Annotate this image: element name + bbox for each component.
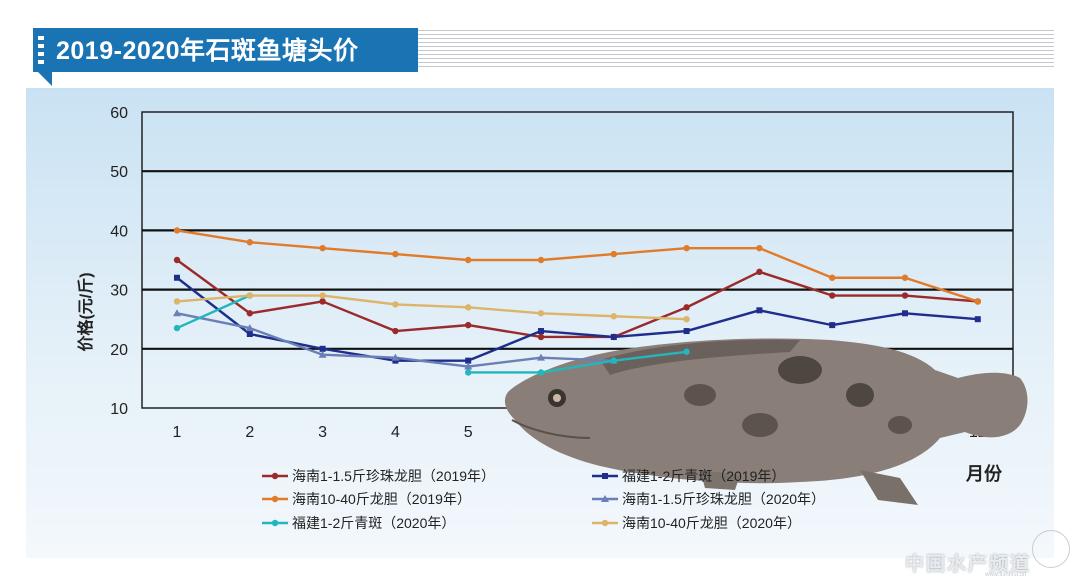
y-tick-label: 10 <box>110 401 128 418</box>
data-point-s1 <box>756 268 763 276</box>
data-point-s2 <box>829 322 836 329</box>
title-banner: 2019-2020年石斑鱼塘头价 <box>0 0 1080 90</box>
data-point-s1 <box>829 292 836 299</box>
data-point-s4 <box>464 362 473 370</box>
data-point-s6 <box>683 316 690 323</box>
legend: 海南1-1.5斤珍珠龙胆（2019年） 福建1-2斤青斑（2019年） 海南10-4… <box>262 468 825 531</box>
grouper-fish-illustration <box>504 338 1028 505</box>
data-point-s5 <box>173 324 181 332</box>
x-tick-label: 2 <box>245 424 254 441</box>
data-point-s1 <box>465 321 472 329</box>
y-tick-label: 40 <box>110 223 128 240</box>
globe-icon <box>1032 530 1070 568</box>
x-tick-label: 5 <box>464 424 473 441</box>
data-point-s3 <box>610 250 617 258</box>
series-line-5 <box>176 294 251 330</box>
data-point-s6 <box>392 301 399 308</box>
data-point-s2 <box>538 328 544 335</box>
data-point-s2 <box>174 274 180 281</box>
data-point-s1 <box>246 310 253 317</box>
data-point-s1 <box>173 256 181 264</box>
data-point-s2 <box>974 316 981 323</box>
legend-label: 海南1-1.5斤珍珠龙胆（2020年） <box>622 491 825 507</box>
legend-label: 福建1-2斤青斑（2020年） <box>292 515 455 531</box>
title-dashes <box>38 36 44 64</box>
x-tick-label: 3 <box>318 424 327 441</box>
data-point-s2 <box>246 331 253 337</box>
data-point-s3 <box>319 244 326 252</box>
data-point-s2 <box>319 345 326 352</box>
data-point-s5 <box>610 357 617 364</box>
title-notch <box>38 72 52 86</box>
y-tick-labels: 10 20 30 40 50 60 <box>110 105 128 418</box>
data-point-s1 <box>901 292 909 299</box>
data-point-s4 <box>537 353 545 361</box>
data-point-s5 <box>683 348 690 355</box>
data-point-s3 <box>537 256 545 264</box>
series-line-1 <box>176 259 978 339</box>
data-point-s6 <box>465 304 472 311</box>
data-point-s3 <box>246 239 253 246</box>
data-point-s3 <box>901 274 909 281</box>
y-tick-label: 30 <box>110 283 128 300</box>
y-tick-label: 20 <box>110 342 128 359</box>
data-point-s3 <box>756 244 763 252</box>
legend-marker <box>601 495 609 502</box>
series-line-3 <box>176 229 979 303</box>
series-line-6 <box>176 294 687 321</box>
data-point-s4 <box>318 350 327 358</box>
chart-title: 2019-2020年石斑鱼塘头价 <box>56 37 359 65</box>
x-tick-label: 4 <box>391 424 400 441</box>
title-decor-lines <box>418 30 1054 70</box>
data-point-s1 <box>392 327 399 335</box>
data-point-s5 <box>537 369 545 376</box>
y-tick-label: 50 <box>110 164 128 181</box>
legend-label: 海南10-40斤龙胆（2019年） <box>292 491 471 507</box>
title-box <box>33 28 418 72</box>
legend-marker <box>271 472 279 480</box>
data-point-s1 <box>683 304 690 311</box>
watermark-text: 中国水产频道 <box>905 554 1032 575</box>
legend-marker <box>271 495 279 503</box>
data-point-s2 <box>465 357 472 364</box>
data-point-s2 <box>756 307 763 314</box>
series-markers <box>173 227 981 376</box>
legend-marker <box>601 519 609 527</box>
y-tick-label: 60 <box>110 105 128 122</box>
data-point-s3 <box>829 274 836 281</box>
watermark-url: www.fishfirst.cn <box>985 572 1027 578</box>
data-point-s4 <box>173 309 181 317</box>
y-axis-label: 价格(元/斤) <box>76 272 95 351</box>
legend-label: 福建1-2斤青斑（2019年） <box>622 468 785 484</box>
data-point-s6 <box>246 292 253 299</box>
series-line-2 <box>176 276 978 362</box>
data-point-s3 <box>392 250 399 258</box>
legend-marker <box>602 473 608 479</box>
data-point-s6 <box>537 310 545 317</box>
data-point-s6 <box>173 298 181 305</box>
data-point-s3 <box>465 256 472 264</box>
legend-label: 海南1-1.5斤珍珠龙胆（2019年） <box>292 468 495 484</box>
data-point-s4 <box>245 324 254 332</box>
x-axis-label: 月份 <box>965 463 1003 484</box>
data-point-s3 <box>974 298 981 305</box>
data-point-s6 <box>610 313 617 320</box>
data-point-s6 <box>319 292 326 299</box>
legend-label: 海南10-40斤龙胆（2020年） <box>622 515 801 531</box>
legend-marker <box>271 519 279 527</box>
data-point-s1 <box>319 298 326 305</box>
data-point-s3 <box>173 227 181 234</box>
data-point-s2 <box>902 310 908 317</box>
data-point-s5 <box>465 369 472 376</box>
data-point-s1 <box>537 333 545 341</box>
data-point-s3 <box>683 244 690 252</box>
series-line-5 <box>468 350 687 374</box>
data-point-s2 <box>610 333 617 340</box>
data-point-s2 <box>683 328 690 335</box>
data-point-s4 <box>391 353 400 361</box>
x-tick-label: 1 <box>173 424 182 441</box>
